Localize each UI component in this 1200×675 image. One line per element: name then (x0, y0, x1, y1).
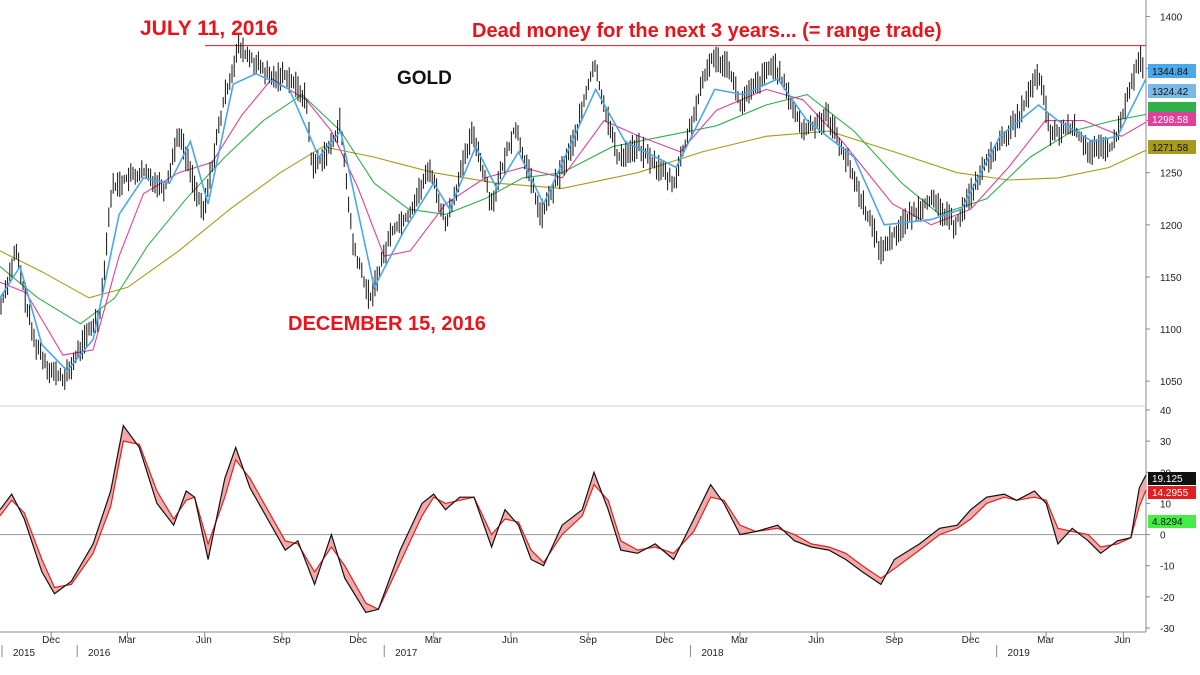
osc-tag-box (1148, 486, 1196, 499)
month-tick-label: Mar (119, 635, 137, 646)
oscillator-line-path (0, 424, 1147, 614)
moving-average-fast (0, 72, 1147, 372)
signal-line (0, 440, 1147, 611)
price-tick-label: 1250 (1160, 169, 1183, 180)
price-tag-label: 1344.84 (1152, 67, 1189, 78)
month-tick-label: Dec (962, 635, 980, 646)
osc-tag-label: 4.8294 (1152, 517, 1183, 528)
month-tick-label: Jun (196, 635, 212, 646)
month-tick-label: Sep (579, 635, 597, 646)
year-tick-label: 2018 (701, 648, 724, 659)
oscillator-fill (0, 425, 1146, 613)
month-tick-label: Sep (885, 635, 903, 646)
price-bars (0, 34, 1144, 390)
month-tick-label: Dec (42, 635, 60, 646)
x-axis: Dec Mar Jun Sep Dec Mar Jun Sep Dec Mar Jun Sep Dec M… (0, 631, 1146, 659)
osc-tag-box (1148, 515, 1196, 528)
month-tick-label: Jun (1114, 635, 1130, 646)
month-tick-label: Mar (425, 635, 443, 646)
year-tick-label: 2017 (395, 648, 418, 659)
price-tick-label: 1100 (1160, 325, 1182, 336)
price-tag-box (1148, 112, 1196, 126)
month-tick-label: Sep (273, 635, 291, 646)
price-tags: 1344.84 1324.42 1298.58 1271.58 (1148, 64, 1196, 154)
osc-tick-label: -10 (1160, 562, 1175, 573)
price-panel: 10501100115012001250130013501400 1344.84… (0, 0, 1196, 632)
osc-tick-label: 0 (1160, 531, 1166, 542)
price-tag-box (1148, 64, 1196, 78)
osc-tag-box (1148, 472, 1196, 485)
moving-average-olive (0, 130, 1147, 299)
moving-average-green (0, 93, 1147, 325)
osc-tick-label: -30 (1160, 624, 1175, 635)
annotation-headline: Dead money for the next 3 years... (= ra… (472, 20, 942, 42)
year-tick-label: 2015 (13, 648, 36, 659)
price-tick-label: 1400 (1160, 12, 1183, 23)
osc-tick-label: 10 (1160, 499, 1172, 510)
annotation-top-date: JULY 11, 2016 (140, 17, 278, 40)
oscillator-signal-line (0, 440, 1147, 611)
price-tick-label: 1150 (1160, 273, 1182, 284)
month-tick-label: Dec (349, 635, 367, 646)
year-tick-label: 2016 (88, 648, 111, 659)
moving-average-olive-line (0, 130, 1147, 299)
price-tag-label: 1324.42 (1152, 87, 1189, 98)
oscillator-tags: 19.125 14.2955 4.8294 (1148, 472, 1196, 528)
month-tick-label: Dec (655, 635, 673, 646)
price-tag-label: 1298.58 (1152, 115, 1189, 126)
osc-tick-label: 30 (1160, 437, 1172, 448)
month-tick-label: Mar (731, 635, 749, 646)
osc-tick-label: 40 (1160, 406, 1172, 417)
price-tick-label: 1200 (1160, 221, 1183, 232)
price-tick-label: 1050 (1160, 377, 1183, 388)
month-tick-label: Mar (1037, 635, 1055, 646)
annotation-bottom-date: DECEMBER 15, 2016 (288, 313, 486, 335)
oscillator-line (0, 424, 1147, 614)
moving-average-fast-line (0, 72, 1147, 372)
oscillator-fill-area (0, 425, 1146, 613)
osc-tag-label: 19.125 (1152, 474, 1183, 485)
month-tick-label: Jun (808, 635, 824, 646)
price-tag-label: 1271.58 (1152, 143, 1189, 154)
moving-average-green-line (0, 93, 1147, 325)
year-tick-label: 2019 (1008, 648, 1031, 659)
osc-tag-label: 14.2955 (1152, 488, 1189, 499)
price-tag-box (1148, 140, 1196, 154)
osc-tick-label: -20 (1160, 593, 1175, 604)
month-tick-label: Jun (502, 635, 518, 646)
annotation-instrument: GOLD (397, 68, 452, 89)
price-tag-box (1148, 84, 1196, 98)
